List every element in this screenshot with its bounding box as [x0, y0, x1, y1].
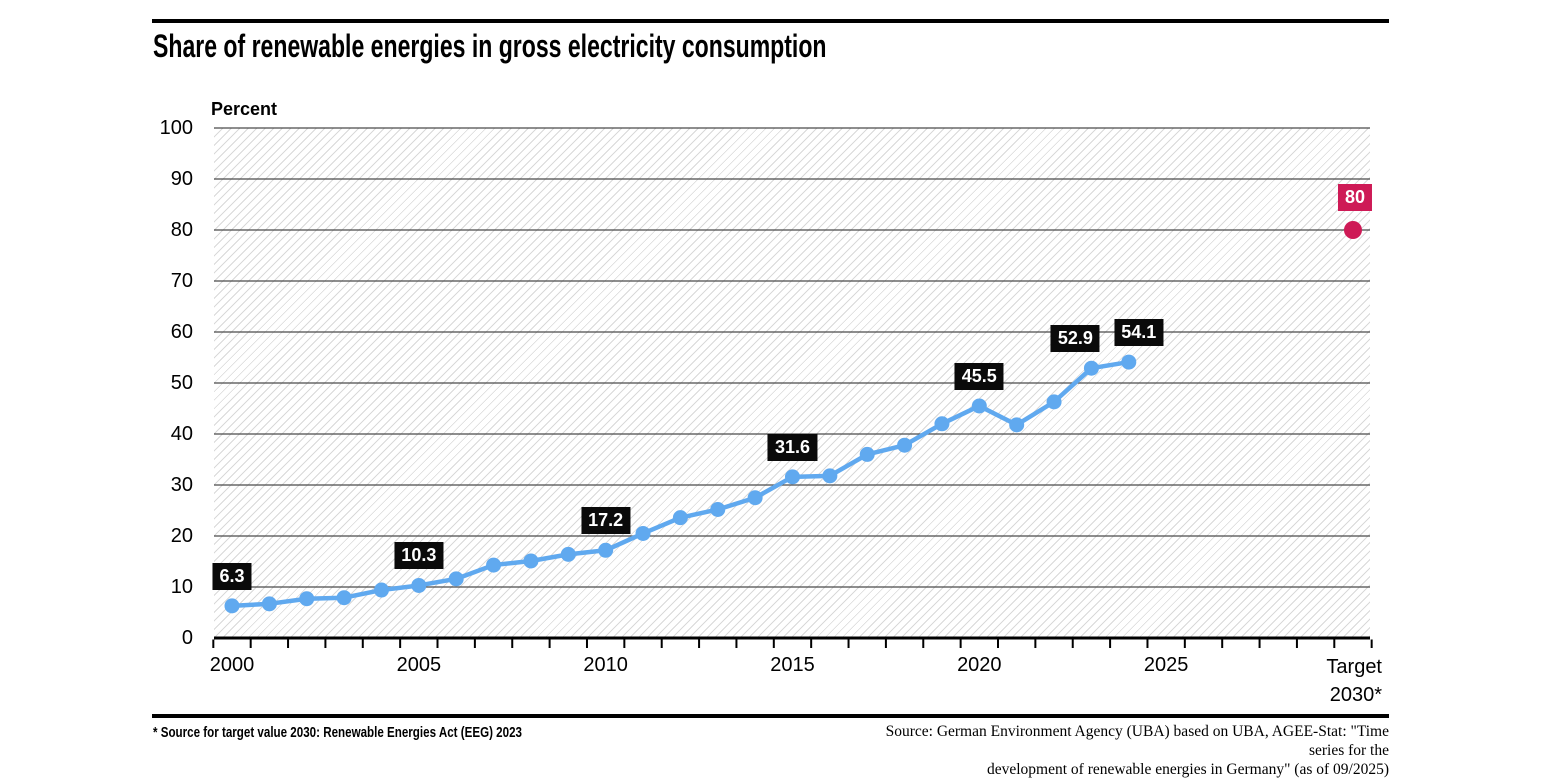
- x-axis-label: 2000: [209, 654, 255, 676]
- trend-line: [229, 359, 1132, 609]
- data-point: [299, 591, 315, 607]
- data-point: [784, 469, 800, 485]
- x-axis-label: 2015: [770, 654, 815, 676]
- data-point: [486, 557, 502, 573]
- data-point: [859, 446, 875, 462]
- top-rule: [152, 19, 1389, 23]
- value-label: 6.3: [212, 562, 252, 590]
- x-axis-label: 2005: [396, 654, 442, 676]
- data-point: [598, 542, 614, 558]
- x-axis-label: 2020: [957, 654, 1002, 676]
- y-axis-label: 40: [170, 423, 193, 445]
- plot-area: [212, 127, 1373, 648]
- data-point: [822, 468, 838, 484]
- data-point: [710, 501, 726, 517]
- data-point: [336, 590, 352, 606]
- data-point: [560, 546, 576, 562]
- x-axis-label: 2010: [583, 654, 628, 676]
- page-title: Share of renewable energies in gross ele…: [153, 28, 827, 64]
- y-axis-unit-label: Percent: [211, 99, 278, 119]
- data-point: [672, 510, 688, 526]
- value-label: 31.6: [767, 433, 818, 461]
- footer-rule: [152, 714, 1389, 718]
- value-label: 52.9: [1050, 325, 1100, 353]
- y-axis-label: 50: [170, 372, 193, 394]
- y-axis-label: 30: [170, 474, 193, 496]
- data-point: [635, 525, 651, 541]
- value-label: 54.1: [1114, 319, 1164, 347]
- data-point: [373, 582, 389, 598]
- data-point: [971, 398, 987, 414]
- data-point: [411, 577, 427, 593]
- data-point: [224, 598, 240, 614]
- data-point: [934, 416, 950, 432]
- value-label: 17.2: [581, 507, 631, 535]
- data-point: [1046, 394, 1062, 410]
- data-point: [897, 437, 913, 453]
- data-point: [1121, 354, 1137, 370]
- value-label: 10.3: [394, 542, 444, 570]
- y-axis-label: 10: [170, 576, 193, 598]
- source-attribution: Source: German Environment Agency (UBA) …: [885, 723, 1389, 778]
- y-axis-label: 0: [181, 627, 193, 649]
- data-point: [747, 490, 763, 506]
- target-point: [1343, 221, 1362, 239]
- data-point: [448, 571, 464, 587]
- y-axis-label: 80: [170, 219, 193, 241]
- target-axis-label: Target 2030*: [1326, 656, 1382, 706]
- data-point: [1083, 360, 1099, 376]
- value-label: 45.5: [954, 362, 1004, 390]
- data-point: [261, 596, 277, 612]
- y-axis-label: 20: [170, 525, 193, 547]
- target-value-label: 80: [1337, 184, 1372, 211]
- y-axis-label: 90: [170, 168, 193, 190]
- x-axis-label: 2025: [1143, 654, 1189, 676]
- y-axis-label: 100: [159, 117, 193, 139]
- y-axis-label: 60: [170, 321, 193, 343]
- data-point: [523, 553, 539, 569]
- data-point: [1009, 417, 1025, 433]
- footnote: * Source for target value 2030: Renewabl…: [153, 725, 522, 741]
- y-axis-label: 70: [170, 270, 193, 292]
